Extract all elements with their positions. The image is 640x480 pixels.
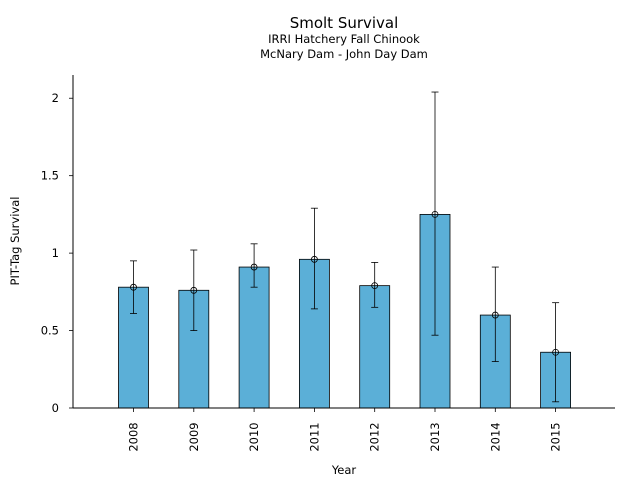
bar-2012 (359, 285, 391, 409)
point-marker-2011 (310, 255, 318, 263)
y-tick-label-0.5: 0.5 (41, 324, 59, 338)
x-tick-label-2011: 2011 (307, 422, 321, 451)
y-tick-label-0: 0 (52, 401, 59, 415)
x-tick-label-2013: 2013 (428, 422, 442, 451)
point-marker-2008 (130, 283, 137, 291)
y-tick-label-1: 1 (52, 246, 59, 260)
point-marker-2012 (371, 282, 379, 290)
point-marker-2015 (552, 348, 559, 356)
y-tick-label-1.5: 1.5 (41, 169, 59, 183)
point-marker-2009 (190, 286, 198, 294)
x-tick-label-2015: 2015 (549, 422, 563, 451)
x-tick-label-2008: 2008 (127, 422, 141, 451)
bar-2010 (238, 266, 270, 409)
x-ticks: 2008 2009 2010 2011 2012 2013 2014 2015 (127, 408, 563, 452)
x-tick-label-2014: 2014 (488, 422, 502, 451)
chart-subtitle-line-2: McNary Dam - John Day Dam (260, 47, 428, 61)
bars-layer (118, 213, 571, 409)
point-marker-2010 (250, 263, 258, 271)
x-tick-label-2009: 2009 (187, 422, 201, 451)
x-tick-label-2010: 2010 (247, 422, 261, 451)
y-ticks: 0 0.5 1 1.5 2 (41, 91, 73, 415)
axes-layer (72, 75, 615, 409)
point-marker-2013 (431, 210, 439, 218)
chart-subtitle-line-1: IRRI Hatchery Fall Chinook (268, 32, 420, 46)
error-bars-layer (130, 91, 560, 403)
point-marker-2014 (491, 311, 499, 319)
y-tick-label-2: 2 (52, 91, 59, 105)
x-tick-label-2012: 2012 (368, 422, 382, 451)
y-axis-label: PIT-Tag Survival (8, 197, 22, 286)
chart-title: Smolt Survival (290, 14, 399, 32)
x-axis-label: Year (331, 463, 357, 477)
